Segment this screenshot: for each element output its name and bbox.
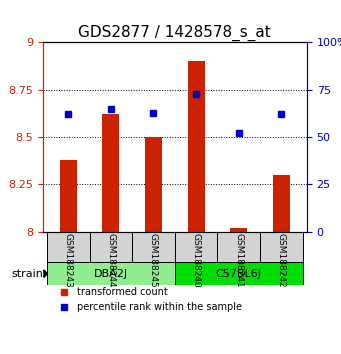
- Text: GSM188240: GSM188240: [192, 233, 201, 288]
- Text: DBA2J: DBA2J: [94, 269, 128, 279]
- Text: transformed count: transformed count: [77, 287, 168, 297]
- Text: percentile rank within the sample: percentile rank within the sample: [77, 302, 242, 313]
- Bar: [188, 61, 205, 232]
- Bar: [218, 232, 260, 262]
- Text: strain: strain: [12, 269, 43, 279]
- Text: GSM188244: GSM188244: [106, 233, 115, 288]
- Title: GDS2877 / 1428578_s_at: GDS2877 / 1428578_s_at: [78, 25, 271, 41]
- Text: GSM188245: GSM188245: [149, 233, 158, 288]
- Bar: [60, 160, 77, 232]
- Bar: [102, 114, 119, 232]
- Text: GSM188242: GSM188242: [277, 233, 286, 288]
- Bar: [132, 232, 175, 262]
- Bar: [47, 262, 175, 285]
- Bar: [145, 137, 162, 232]
- Bar: [260, 232, 303, 262]
- Text: GSM188241: GSM188241: [234, 233, 243, 288]
- Bar: [230, 228, 247, 232]
- Bar: [273, 175, 290, 232]
- Bar: [175, 262, 303, 285]
- Bar: [175, 232, 218, 262]
- Text: GSM188243: GSM188243: [64, 233, 73, 288]
- Bar: [90, 232, 132, 262]
- Text: C57BL6J: C57BL6J: [216, 269, 262, 279]
- Bar: [47, 232, 90, 262]
- FancyArrow shape: [44, 270, 47, 277]
